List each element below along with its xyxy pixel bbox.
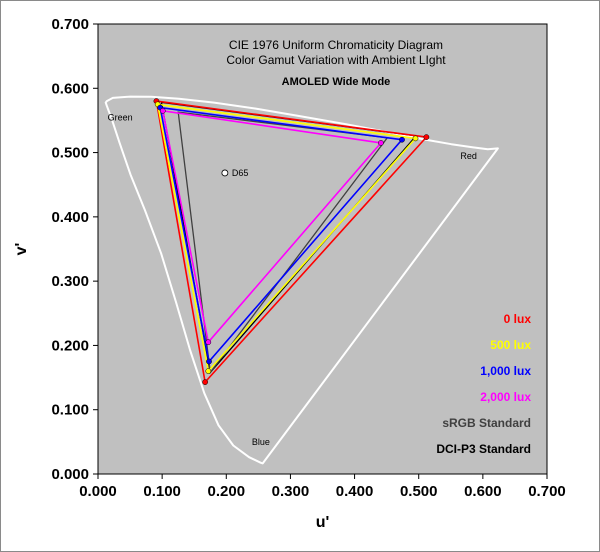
legend-item-dci-p3-standard: DCI-P3 Standard (436, 442, 531, 456)
white-point-label: D65 (232, 168, 249, 178)
x-tick-label: 0.400 (336, 483, 374, 500)
mode-label: AMOLED Wide Mode (282, 76, 391, 88)
gamut-point-2-000-lux-green (159, 107, 166, 114)
x-tick-label: 0.000 (79, 483, 117, 500)
x-axis-label: u' (316, 514, 330, 531)
x-tick-label: 0.600 (464, 483, 502, 500)
gamut-triangle-0-lux (155, 100, 429, 384)
y-axis-label: v' (13, 243, 30, 256)
chart-subtitle: Color Gamut Variation with Ambient LIght (226, 53, 446, 67)
y-tick-label: 0.500 (51, 145, 89, 162)
x-tick-label: 0.700 (528, 483, 566, 500)
gamut-point-2-000-lux-red (378, 140, 384, 146)
x-tick-label: 0.500 (400, 483, 438, 500)
gamut-point-500-lux-blue (205, 368, 212, 374)
white-point-marker (221, 169, 229, 177)
legend-item-2-000-lux: 2,000 lux (480, 390, 531, 404)
y-tick-label: 0.200 (51, 337, 89, 354)
y-tick-label: 0.400 (51, 209, 89, 226)
y-tick-label: 0.700 (51, 16, 89, 33)
x-tick-label: 0.100 (143, 483, 181, 500)
y-tick-label: 0.000 (51, 466, 89, 483)
x-tick-label: 0.300 (272, 483, 310, 500)
gamut-triangle-1-000-lux (159, 106, 404, 364)
gamut-point-0-lux-blue (202, 379, 208, 385)
gamut-triangle-srgb-standard (177, 111, 389, 375)
chart-title: CIE 1976 Uniform Chromaticity Diagram (229, 38, 443, 52)
gamut-triangle-500-lux (156, 103, 418, 373)
gamut-point-2-000-lux-blue (205, 339, 212, 346)
legend-item-1-000-lux: 1,000 lux (480, 364, 531, 378)
region-label-green: Green (108, 112, 133, 122)
y-tick-label: 0.600 (51, 80, 89, 97)
gamut-point-0-lux-red (423, 134, 430, 140)
gamut-point-500-lux-red (412, 135, 419, 142)
legend-item-0-lux: 0 lux (504, 312, 532, 326)
region-label-blue: Blue (252, 437, 270, 447)
legend-item-500-lux: 500 lux (490, 338, 531, 352)
gamut-point-1-000-lux-red (399, 136, 405, 143)
gamut-point-1-000-lux-blue (206, 358, 212, 365)
x-tick-label: 0.200 (208, 483, 246, 500)
plot-area (97, 23, 548, 475)
region-label-red: Red (460, 151, 477, 161)
gamut-triangle-2-000-lux (161, 109, 383, 344)
y-tick-label: 0.300 (51, 273, 89, 290)
y-tick-label: 0.100 (51, 402, 89, 419)
legend-item-srgb-standard: sRGB Standard (442, 416, 531, 430)
